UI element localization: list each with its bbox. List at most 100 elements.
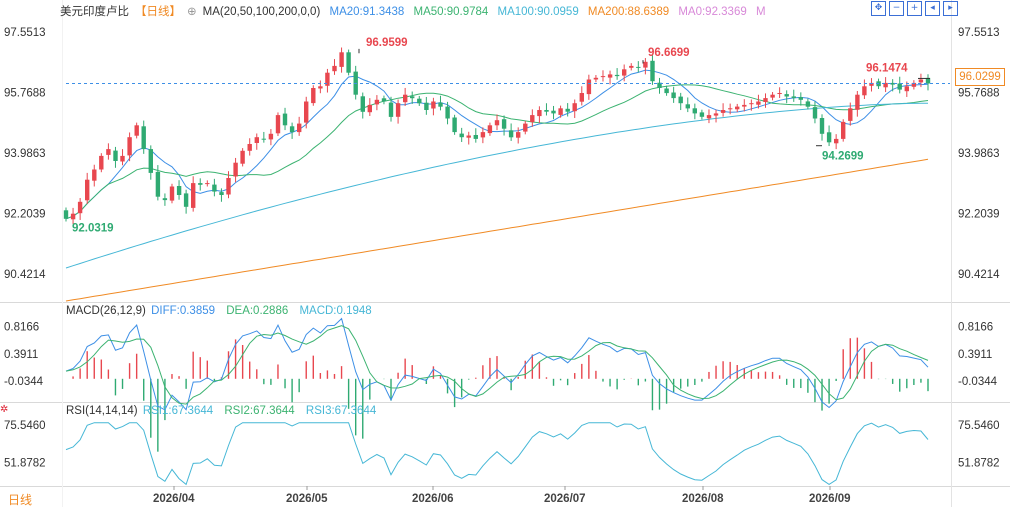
candle-body	[438, 102, 443, 107]
candle-body	[925, 77, 931, 84]
candle-body	[148, 149, 153, 173]
candle-body	[417, 98, 422, 104]
candle-body	[650, 60, 655, 82]
candle-body	[537, 110, 542, 117]
candle-body	[395, 103, 401, 117]
candle-body	[805, 101, 811, 107]
candle-body	[841, 121, 846, 139]
current-price-tag: 96.0299	[955, 68, 1005, 86]
chart-toolbar: ✥ − + ◂ ▸	[871, 1, 958, 16]
candle-body	[834, 138, 839, 144]
candle-body	[162, 198, 168, 201]
candle-body	[742, 104, 747, 107]
ma100-label: MA100:90.0959	[497, 6, 579, 18]
candle-body	[431, 101, 436, 109]
candle-body	[728, 108, 733, 110]
candle-body	[191, 183, 196, 208]
candle-body	[622, 69, 627, 76]
candle-body	[226, 178, 231, 195]
candle-body	[579, 93, 584, 102]
candle-body	[749, 103, 754, 105]
candle-body	[883, 82, 888, 88]
rsi-title[interactable]: RSI(14,14,14)	[66, 405, 138, 417]
candle-body	[848, 108, 853, 121]
candle-body	[713, 113, 719, 116]
candle-body	[544, 110, 549, 112]
price-axis-label-right: 90.4214	[958, 269, 1000, 281]
candle-body	[664, 88, 669, 94]
candle-body	[275, 115, 281, 134]
candle-body	[551, 110, 556, 114]
candle-body	[735, 106, 740, 110]
candle-body	[360, 96, 365, 112]
candle-body	[219, 192, 224, 195]
rsi1-label: RSI1:67.3644	[142, 405, 214, 417]
candle-body	[346, 52, 351, 73]
candle-body	[770, 94, 775, 98]
candle-body	[763, 98, 768, 102]
candle-body	[113, 150, 118, 161]
low-annotation-1: 94.2699	[822, 150, 864, 162]
settings-icon[interactable]: ⊕	[187, 6, 197, 18]
candle-body	[127, 137, 132, 156]
ma200-line	[65, 158, 929, 302]
candle-body	[572, 103, 577, 112]
candle-body	[318, 86, 323, 89]
forward-icon[interactable]: ▸	[943, 1, 958, 16]
candle-body	[699, 112, 705, 117]
candle-body	[508, 130, 514, 138]
price-axis-label-left: 93.9863	[4, 148, 46, 160]
candle-body	[169, 186, 175, 201]
rsi2-label: RSI2:67.3644	[224, 405, 295, 417]
candle-body	[155, 171, 161, 197]
candle-body	[685, 104, 690, 109]
period-label[interactable]: 【日线】	[135, 6, 181, 18]
move-icon[interactable]: ✥	[871, 1, 886, 16]
candle-body	[706, 115, 712, 119]
candle-body	[784, 94, 789, 97]
price-axis-label-left: 97.5513	[4, 27, 46, 39]
rsi3-label: RSI3:67.3644	[305, 405, 377, 417]
candle-body	[636, 66, 641, 68]
candle-body	[890, 82, 895, 85]
candle-body	[410, 96, 415, 99]
candle-body	[452, 117, 457, 133]
time-axis-label: 2026/04	[153, 493, 195, 505]
candle-body	[812, 107, 818, 119]
candle-body	[565, 108, 570, 112]
candle-body	[403, 94, 408, 103]
ma0-label: MA0:92.3369	[678, 6, 747, 18]
ma200-label: MA200:88.6389	[587, 6, 670, 18]
ma20-line	[65, 69, 929, 220]
candle-body	[819, 118, 825, 134]
ma-more-label: M	[755, 6, 766, 18]
candle-body	[70, 213, 76, 220]
candle-body	[678, 96, 683, 104]
candle-body	[466, 135, 471, 138]
candle-body	[692, 108, 697, 114]
candle-body	[297, 123, 302, 133]
candle-body	[92, 169, 97, 181]
period-tag[interactable]: 日线	[8, 493, 33, 507]
plus-icon[interactable]: +	[907, 1, 922, 16]
candle-body	[826, 132, 832, 143]
candle-body	[311, 88, 316, 104]
high-annotation-1: 96.9599	[366, 37, 408, 49]
low-annotation-0: 92.0319	[72, 222, 114, 234]
candle-body	[643, 61, 648, 68]
ma-params-label[interactable]: MA(20,50,100,200,0,0)	[202, 6, 321, 18]
candle-body	[459, 133, 464, 138]
candle-body	[855, 94, 860, 110]
rsi-header: RSI(14,14,14) RSI1:67.3644 RSI2:67.3644 …	[66, 405, 384, 417]
minus-icon[interactable]: −	[889, 1, 904, 16]
candle-body	[304, 101, 309, 123]
candle-body	[607, 74, 613, 78]
back-icon[interactable]: ◂	[925, 1, 940, 16]
high-annotation-3: 96.1474	[866, 62, 908, 74]
candle-body	[99, 155, 104, 170]
candle-body	[367, 104, 372, 113]
candle-body	[862, 86, 867, 96]
macd-title[interactable]: MACD(26,12,9)	[66, 305, 146, 317]
candle-body	[791, 96, 796, 99]
ma100-line	[65, 102, 929, 269]
